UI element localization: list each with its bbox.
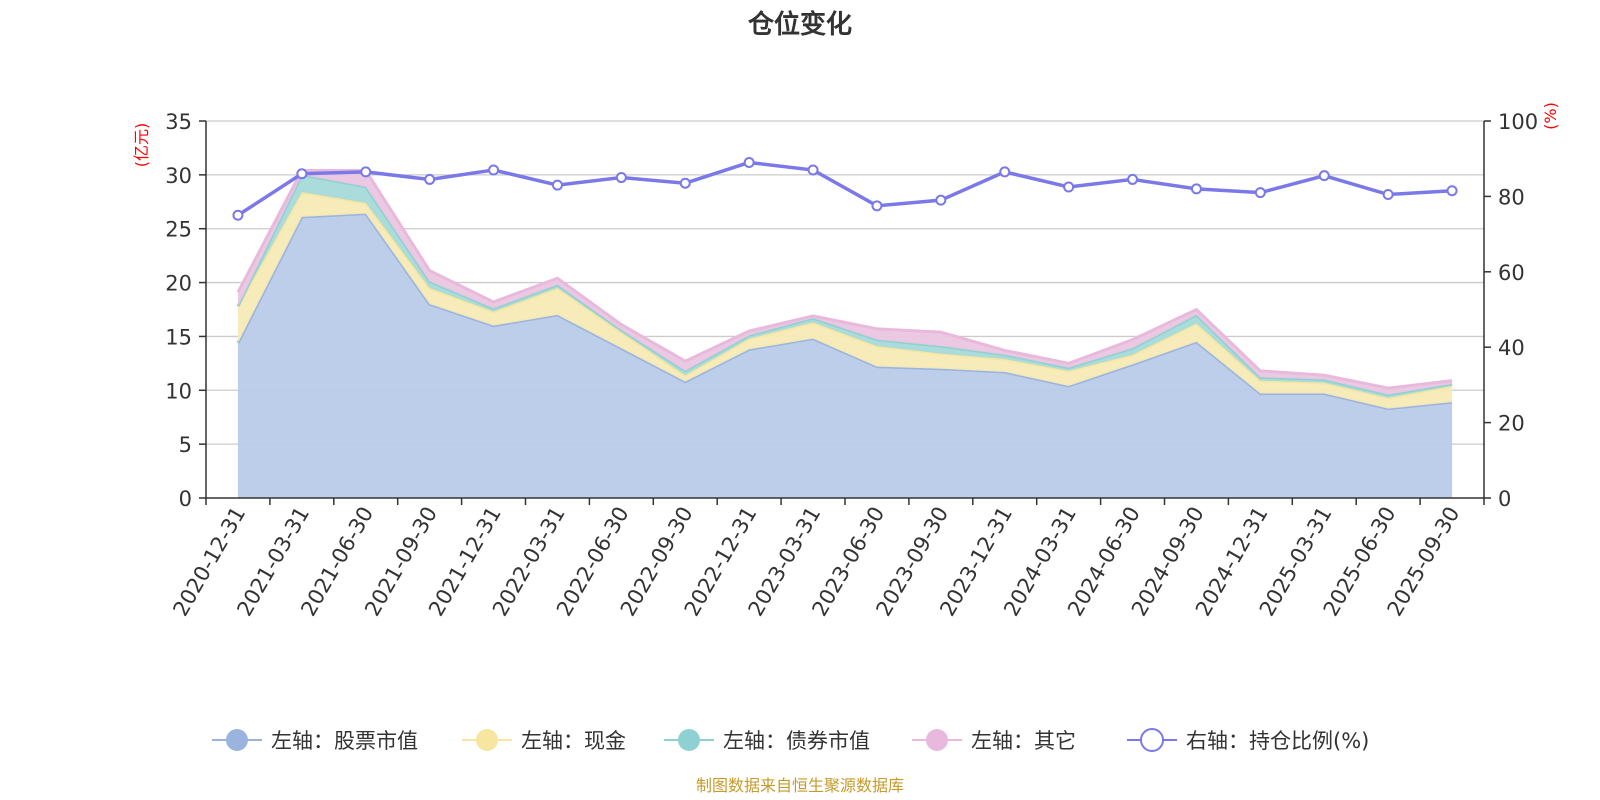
right-tick-label: 100 xyxy=(1498,110,1538,134)
ratio-point xyxy=(1254,187,1266,199)
legend-marker xyxy=(226,729,248,751)
legend-marker xyxy=(926,729,948,751)
area-series-0 xyxy=(237,213,1453,499)
ratio-point xyxy=(743,156,755,168)
legend-label: 左轴：其它 xyxy=(971,729,1076,753)
left-tick-label: 15 xyxy=(165,325,192,349)
ratio-point xyxy=(1127,173,1139,185)
ratio-point xyxy=(807,164,819,176)
legend-label: 左轴：债券市值 xyxy=(723,729,870,753)
legend-marker xyxy=(678,729,700,751)
right-axis-unit: (%) xyxy=(1541,102,1560,130)
ratio-point xyxy=(296,168,308,180)
ratio-point xyxy=(232,209,244,221)
ratio-point xyxy=(935,194,947,206)
stacked-areas xyxy=(236,169,1453,499)
legend-item-0: 左轴：股票市值 xyxy=(212,729,418,753)
left-tick-label: 25 xyxy=(165,218,192,242)
legend-marker xyxy=(476,729,498,751)
ratio-point xyxy=(488,164,500,176)
left-tick-label: 20 xyxy=(165,272,192,296)
ratio-line xyxy=(232,156,1458,221)
right-tick-label: 20 xyxy=(1498,412,1525,436)
area-series-1 xyxy=(237,192,1453,409)
legend-label: 左轴：现金 xyxy=(521,729,626,753)
legend-item-2: 左轴：债券市值 xyxy=(664,729,870,753)
legend-label: 左轴：股票市值 xyxy=(271,729,418,753)
ratio-point xyxy=(679,177,691,189)
left-tick-label: 10 xyxy=(165,379,192,403)
area-series-2 xyxy=(237,174,1453,398)
ratio-point xyxy=(1190,183,1202,195)
right-tick-label: 40 xyxy=(1498,336,1525,360)
legend-marker xyxy=(1140,728,1164,752)
right-tick-label: 60 xyxy=(1498,261,1525,285)
area-series-edge-3 xyxy=(236,169,1453,390)
right-tick-label: 0 xyxy=(1498,487,1511,511)
ratio-point xyxy=(360,166,372,178)
ratio-line-path xyxy=(236,160,1453,217)
ratio-point xyxy=(999,166,1011,178)
legend-item-3: 左轴：其它 xyxy=(912,729,1076,753)
data-source-note: 制图数据来自恒生聚源数据库 xyxy=(696,776,904,795)
legend-label: 右轴：持仓比例(%) xyxy=(1186,729,1369,753)
left-tick-label: 30 xyxy=(165,164,192,188)
ratio-point xyxy=(551,179,563,191)
ratio-point xyxy=(1382,189,1394,201)
ratio-point xyxy=(615,172,627,184)
ratio-point xyxy=(424,173,436,185)
ratio-point xyxy=(1063,181,1075,193)
legend-item-1: 左轴：现金 xyxy=(462,729,626,753)
left-tick-label: 5 xyxy=(179,433,192,457)
left-axis-unit: (亿元) xyxy=(132,123,151,168)
chart-title: 仓位变化 xyxy=(747,9,852,40)
legend-item-4: 右轴：持仓比例(%) xyxy=(1127,728,1369,753)
legend: 左轴：股票市值 左轴：现金 左轴：债券市值 左轴：其它 右轴：持仓比例(%) xyxy=(212,728,1369,753)
ratio-point xyxy=(1446,185,1458,197)
right-tick-label: 80 xyxy=(1498,185,1525,209)
ratio-point xyxy=(871,200,883,212)
ratio-point xyxy=(1318,170,1330,182)
area-series-3 xyxy=(237,170,1453,395)
left-tick-label: 35 xyxy=(165,110,192,134)
left-tick-label: 0 xyxy=(179,487,192,511)
